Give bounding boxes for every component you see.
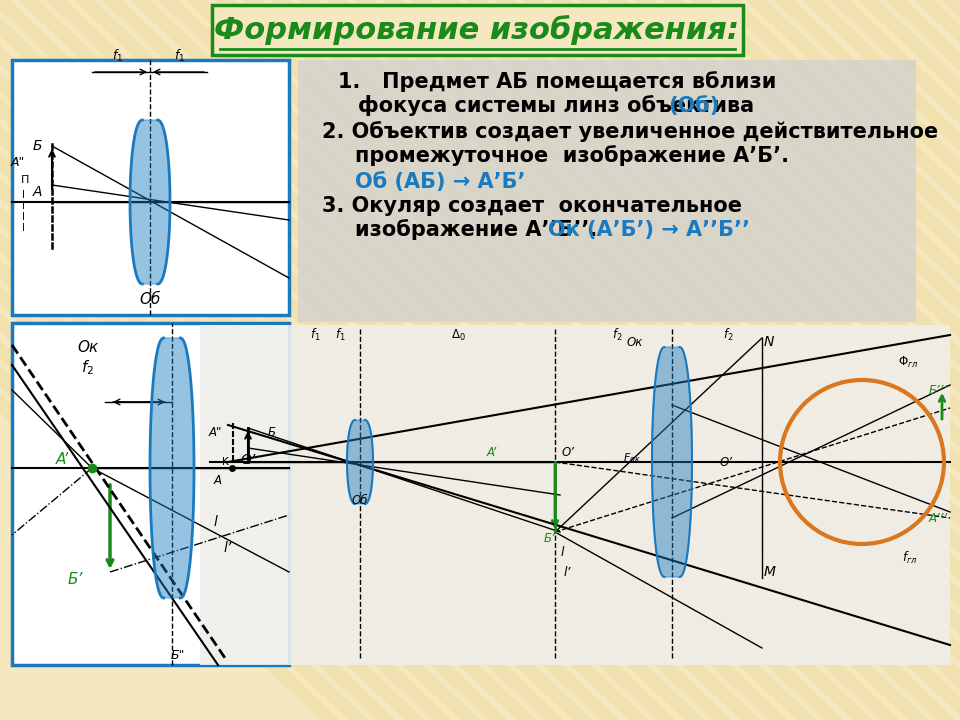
Polygon shape <box>652 347 692 577</box>
Text: $Φ_{гл}$: $Φ_{гл}$ <box>898 354 919 369</box>
Text: Б: Б <box>268 426 276 438</box>
Text: Б": Б" <box>171 649 185 662</box>
Text: Б: Б <box>33 139 41 153</box>
Text: Б’’’: Б’’’ <box>928 384 948 397</box>
Text: M: M <box>764 565 776 579</box>
FancyBboxPatch shape <box>298 60 916 322</box>
Text: П: П <box>21 175 29 185</box>
Text: Ок: Ок <box>627 336 643 348</box>
Text: промежуточное  изображение А’Б’.: промежуточное изображение А’Б’. <box>355 145 789 166</box>
Text: $f_2$: $f_2$ <box>723 327 733 343</box>
Text: А’’’: А’’’ <box>928 511 948 524</box>
Text: A: A <box>33 185 41 199</box>
Text: A": A" <box>11 156 25 168</box>
FancyBboxPatch shape <box>12 323 289 665</box>
Text: $f_1$: $f_1$ <box>112 48 124 64</box>
Text: Ок: Ок <box>78 341 99 356</box>
Text: Об: Об <box>351 493 369 506</box>
Text: A’: A’ <box>56 452 68 467</box>
Text: O’: O’ <box>240 453 255 467</box>
Text: Об: Об <box>139 292 160 307</box>
Text: изображение А’’Б’’.: изображение А’’Б’’. <box>355 220 597 240</box>
Text: A’: A’ <box>487 446 497 459</box>
Text: 1.   Предмет АБ помещается вблизи: 1. Предмет АБ помещается вблизи <box>338 71 777 92</box>
Text: Ок (А’Б’) → А’’Б’’: Ок (А’Б’) → А’’Б’’ <box>548 220 750 240</box>
Text: K: K <box>222 457 228 467</box>
Text: (Об): (Об) <box>668 96 719 116</box>
Text: O’: O’ <box>562 446 575 459</box>
Text: Б’: Б’ <box>67 572 83 588</box>
Polygon shape <box>150 338 194 598</box>
FancyBboxPatch shape <box>12 60 289 315</box>
Text: A: A <box>214 474 222 487</box>
Text: Об (АБ) → А’Б’: Об (АБ) → А’Б’ <box>355 172 525 192</box>
Text: l: l <box>213 515 217 529</box>
Text: $f_1$: $f_1$ <box>175 48 185 64</box>
Text: $f_1$: $f_1$ <box>335 327 346 343</box>
Text: l’: l’ <box>564 565 571 578</box>
Text: Б’: Б’ <box>544 531 556 544</box>
Text: 3. Окуляр создает  окончательное: 3. Окуляр создает окончательное <box>322 196 742 216</box>
Text: A": A" <box>208 426 222 438</box>
Text: $f_2$: $f_2$ <box>612 327 622 343</box>
Text: I: I <box>21 190 24 200</box>
Text: Формирование изображения:: Формирование изображения: <box>214 15 739 45</box>
FancyBboxPatch shape <box>212 5 743 55</box>
Polygon shape <box>347 420 373 504</box>
FancyBboxPatch shape <box>200 325 950 665</box>
Text: l: l <box>561 546 564 559</box>
Text: $f_1$: $f_1$ <box>310 327 321 343</box>
Text: O’: O’ <box>720 456 733 469</box>
Text: I: I <box>21 223 24 233</box>
Text: I: I <box>21 212 24 222</box>
Text: l’: l’ <box>224 541 232 555</box>
Text: I: I <box>21 201 24 211</box>
Text: 2. Объектив создает увеличенное действительное: 2. Объектив создает увеличенное действит… <box>322 122 938 143</box>
Text: N: N <box>764 335 775 349</box>
Text: $F_{ок}$: $F_{ок}$ <box>623 451 641 465</box>
Text: $f_2$: $f_2$ <box>82 359 94 377</box>
Polygon shape <box>130 120 170 284</box>
Text: $Δ_0$: $Δ_0$ <box>450 328 466 343</box>
Text: $f_{гл}$: $f_{гл}$ <box>902 550 918 566</box>
Text: фокуса системы линз объектива: фокуса системы линз объектива <box>358 96 761 117</box>
